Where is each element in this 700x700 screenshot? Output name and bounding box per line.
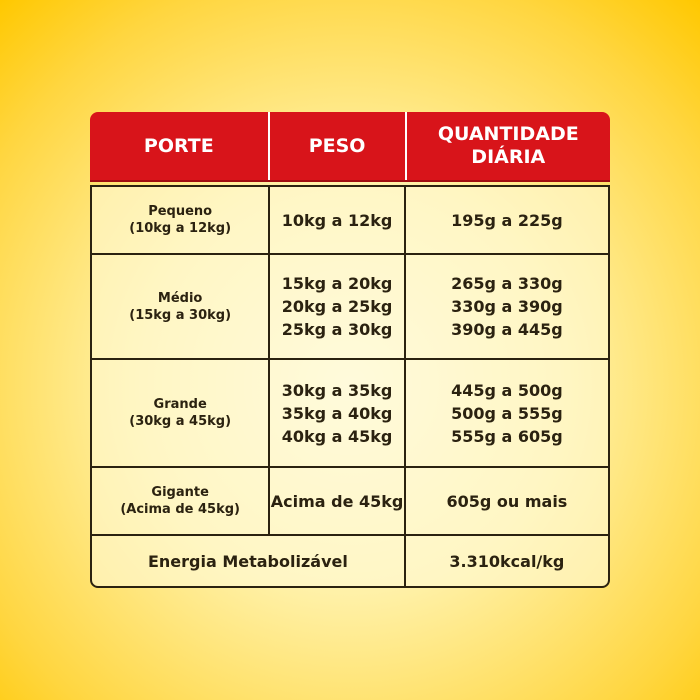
cell-text: 195g a 225g [451,210,563,230]
table-row: Gigante (Acima de 45kg) Acima de 45kg 605… [92,466,608,534]
quantidade-cell: 195g a 225g [403,187,608,253]
porte-cell: Pequeno (10kg a 12kg) [92,187,268,253]
porte-cell: Médio (15kg a 30kg) [92,255,268,358]
table-row: Energia Metabolizável 3.310kcal/kg [92,534,608,586]
cell-text: 605g ou mais [446,491,568,511]
peso-cell: 30kg a 35kg 35kg a 40kg 40kg a 45kg [268,360,403,466]
cell-text: Acima de 45kg [270,491,404,511]
cell-text: 3.310kcal/kg [449,551,565,571]
cell-text: 330g a 390g [451,297,563,316]
table-row: Pequeno (10kg a 12kg) 10kg a 12kg 195g a … [92,187,608,253]
cell-text: Energia Metabolizável [147,551,348,571]
peso-cell: 10kg a 12kg [268,187,403,253]
cell-text: 555g a 605g [451,426,563,446]
cell-text: 15kg a 20kg [281,274,393,293]
cell-text: Médio [157,290,203,306]
porte-cell: Grande (30kg a 45kg) [92,360,268,466]
header-cell: PORTE [143,134,214,157]
header-cell: PESO [267,112,405,180]
cell-text: 390g a 445g [451,320,563,339]
cell-text: 500g a 555g [451,403,563,423]
cell-text: (Acima de 45kg) [120,502,240,517]
table-body: Pequeno (10kg a 12kg) 10kg a 12kg 195g a … [90,185,610,588]
cell-text: Pequeno [148,204,213,219]
cell-text: 40kg a 45kg [281,426,393,446]
quantidade-cell: 265g a 330g 330g a 390g 390g a 445g [403,255,608,358]
table-header: PORTE PESO QUANTIDADE DIÁRIA [90,112,610,180]
peso-cell: 15kg a 20kg 20kg a 25kg 25kg a 30kg [268,255,403,358]
cell-text: Gigante [151,485,209,500]
header-cell: QUANTIDADE DIÁRIA [404,112,610,180]
cell-text: 25kg a 30kg [281,320,393,339]
porte-cell: Gigante (Acima de 45kg) [92,468,268,534]
footer-value-cell: 3.310kcal/kg [403,536,608,586]
table-row: Médio (15kg a 30kg) 15kg a 20kg 20kg a 25k… [92,253,608,358]
cell-text: 20kg a 25kg [281,297,393,316]
cell-text: 10kg a 12kg [281,210,393,230]
cell-text: Grande [153,397,207,412]
cell-text: (10kg a 12kg) [129,221,232,236]
cell-text: 265g a 330g [451,274,563,293]
footer-label-cell: Energia Metabolizável [92,536,404,586]
table-row: Grande (30kg a 45kg) 30kg a 35kg 35kg a 40… [92,358,608,466]
quantidade-cell: 605g ou mais [403,468,608,534]
cell-text: 30kg a 35kg [281,380,393,400]
peso-cell: Acima de 45kg [268,468,403,534]
cell-text: 445g a 500g [451,380,563,400]
quantidade-cell: 445g a 500g 500g a 555g 555g a 605g [403,360,608,466]
cell-text: (30kg a 45kg) [129,414,232,429]
cell-text: 35kg a 40kg [281,403,393,423]
cell-text: (15kg a 30kg) [129,307,232,323]
header-text: QUANTIDADE DIÁRIA [437,123,579,168]
